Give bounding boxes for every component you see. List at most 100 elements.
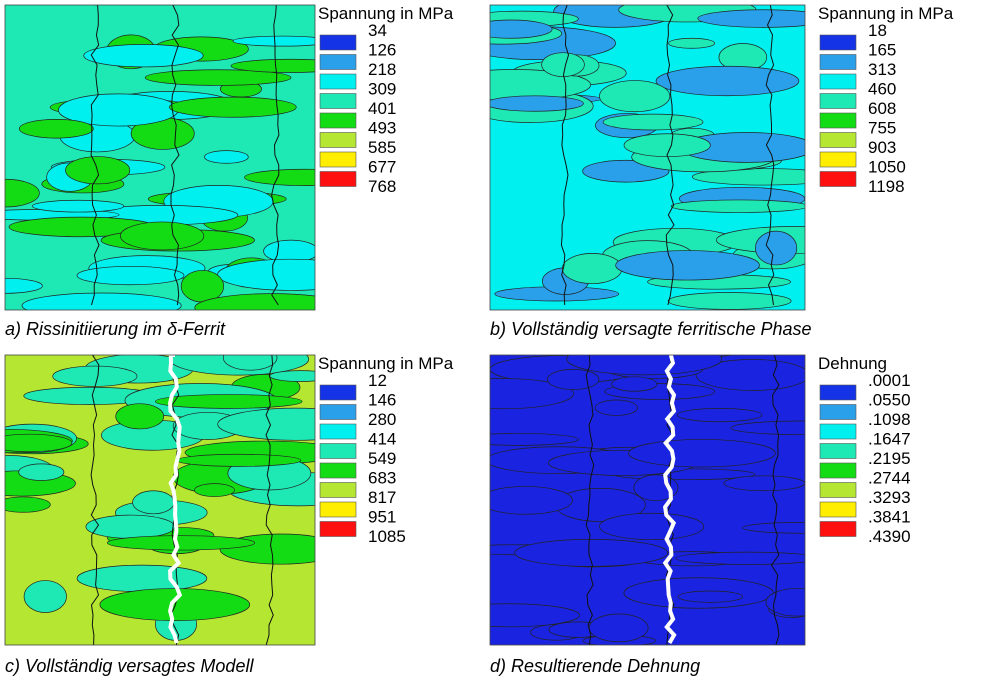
grain-boundary [271, 5, 280, 306]
legend-level: .0550 [868, 391, 911, 410]
grain-boundary [265, 355, 274, 645]
contour-region [85, 514, 176, 539]
legend-swatch [319, 132, 357, 148]
legend-swatch [319, 384, 357, 401]
contour-region [490, 603, 580, 628]
legend-level: 493 [368, 119, 396, 138]
contour-region [615, 250, 760, 281]
contour-region [697, 9, 805, 28]
contour-region [115, 403, 165, 430]
legend-level: 677 [368, 158, 396, 177]
contour-region [655, 65, 800, 97]
contour-region [765, 588, 805, 617]
legend-level: 549 [368, 449, 396, 468]
contour-region [547, 368, 600, 390]
legend-swatch [819, 151, 857, 168]
legend-swatch [819, 132, 857, 148]
legend-level: 768 [368, 177, 396, 196]
contour-region [176, 453, 302, 467]
legend-level: 460 [868, 80, 896, 99]
legend-level: 313 [868, 60, 896, 79]
contour-region [599, 512, 705, 541]
legend-swatch [819, 171, 857, 187]
contour-region [670, 199, 805, 213]
grain-boundary [90, 355, 100, 645]
legend-swatch [319, 501, 357, 518]
contour-region [144, 69, 292, 86]
contour-region [244, 168, 315, 186]
contour-region [562, 253, 623, 285]
contour-region [21, 292, 182, 310]
legend-swatch [319, 73, 357, 90]
legend-level: 1050 [868, 158, 906, 177]
legend-swatch [819, 384, 857, 401]
contour-region [691, 168, 805, 186]
legend-swatch [819, 93, 857, 109]
plot-frame [489, 354, 806, 646]
legend-swatch [819, 443, 857, 459]
contour-region [588, 613, 649, 643]
grain-boundary [585, 355, 595, 645]
contour-region [490, 378, 575, 410]
contour-plot [489, 354, 806, 646]
legend-swatch [319, 462, 357, 479]
legend-level: .1098 [868, 410, 911, 429]
legend-level: 817 [368, 488, 396, 507]
legend-level: 280 [368, 410, 396, 429]
contour-region [541, 52, 585, 77]
contour-region [194, 483, 235, 497]
contour-region [132, 490, 175, 515]
contour-region [594, 399, 638, 416]
contour-region [204, 150, 249, 164]
legend-level: .1647 [868, 430, 911, 449]
legend-level: 951 [368, 508, 396, 527]
contour-region [602, 113, 704, 131]
legend-level: .4390 [868, 527, 911, 546]
legend-swatch [319, 112, 357, 129]
legend-level: .3293 [868, 488, 911, 507]
grain-boundary [665, 5, 675, 306]
legend-level: 218 [368, 60, 396, 79]
contour-plot [4, 4, 316, 311]
contour-region [194, 293, 315, 310]
contour-region [677, 590, 744, 603]
caption: d) Resultierende Dehnung [490, 656, 700, 676]
contour-region [566, 355, 723, 376]
legend-level: 585 [368, 138, 396, 157]
legend-title: Spannung in MPa [818, 4, 954, 23]
legend-swatch [319, 171, 357, 187]
plot-frame [489, 4, 806, 311]
legend-level: 1198 [868, 177, 905, 196]
legend-swatch [319, 34, 357, 51]
contour-region [742, 522, 805, 534]
contour-region [668, 37, 716, 49]
contour-region [52, 365, 138, 387]
contour-region [217, 407, 315, 441]
legend-swatch [319, 404, 357, 420]
contour-region [119, 221, 205, 251]
legend-level: 1085 [368, 527, 406, 546]
plot-area [490, 5, 805, 310]
contour-region [76, 265, 185, 286]
legend-swatch [819, 482, 857, 498]
legend-level: 34 [368, 21, 387, 40]
legend-level: .2744 [868, 469, 911, 488]
legend-level: .3841 [868, 508, 911, 527]
contour-region [99, 588, 251, 621]
legend-level: 608 [868, 99, 896, 118]
caption: a) Rissinitiierung im δ-Ferrit [5, 319, 226, 339]
contour-region [217, 258, 315, 291]
contour-region [730, 420, 805, 436]
legend-level: .0001 [868, 371, 911, 390]
legend-level: 309 [368, 80, 396, 99]
contour-region [676, 408, 763, 423]
legend-level: .2195 [868, 449, 911, 468]
caption: c) Vollständig versagtes Modell [5, 656, 254, 676]
contour-region [222, 355, 278, 371]
caption: b) Vollständig versagte ferritische Phas… [490, 319, 812, 339]
legend-level: 18 [868, 21, 887, 40]
contour-region [180, 270, 225, 303]
legend-swatch [319, 521, 357, 537]
grain-boundary [90, 5, 100, 306]
